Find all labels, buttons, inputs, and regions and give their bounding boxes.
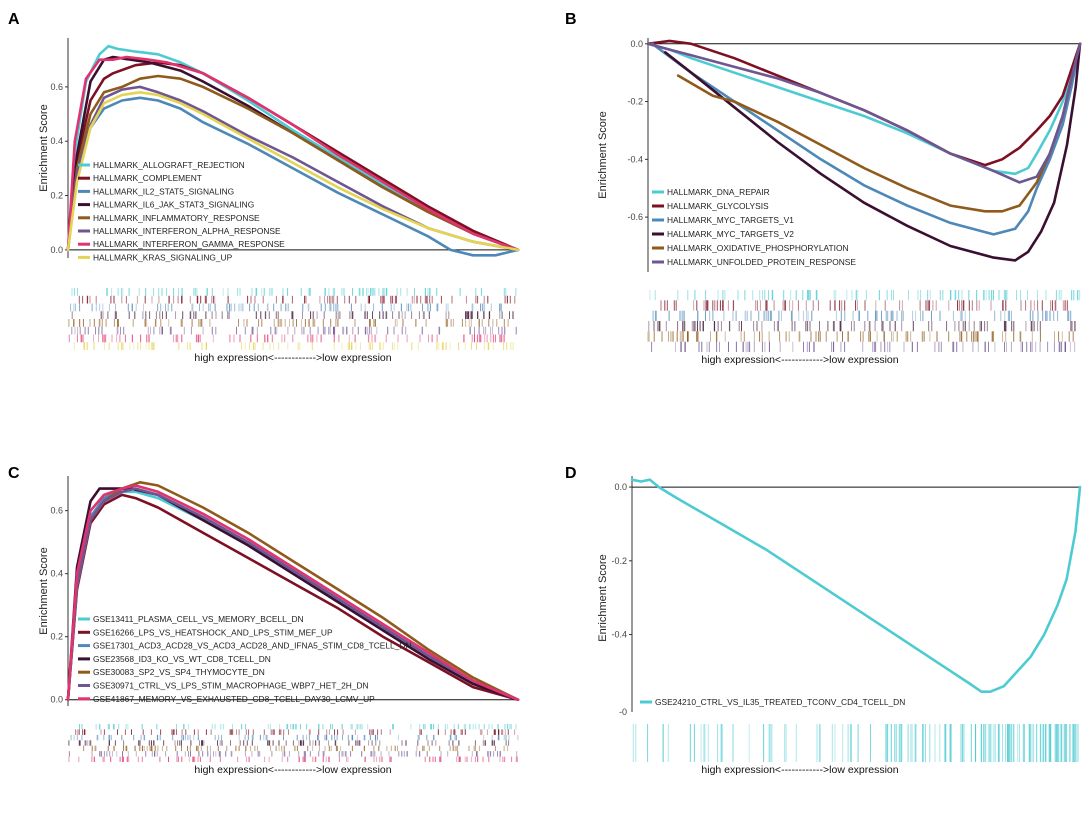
y-tick-label: -0.2 xyxy=(611,556,627,566)
y-tick-label: 0.6 xyxy=(50,506,63,516)
x-axis-label: high expression<------------>low express… xyxy=(701,354,898,366)
y-tick-label-extra: -0 xyxy=(619,707,627,717)
series-line-8 xyxy=(66,91,520,252)
legend-entry: GSE17301_ACD3_ACD28_VS_ACD3_ACD28_AND_IF… xyxy=(93,641,411,651)
panel-b: B 0.0 -0.2 -0.4 -0.6 Enrichment Score HALLMAR… xyxy=(565,11,1082,366)
x-axis-label: high expression<------------>low express… xyxy=(701,764,898,776)
y-tick-label: 0.0 xyxy=(50,245,63,255)
legend-entry: HALLMARK_INTERFERON_ALPHA_RESPONSE xyxy=(93,226,281,236)
legend-entry: GSE41867_MEMORY_VS_EXHAUSTED_CD8_TCELL_D… xyxy=(93,694,375,704)
series-line-4 xyxy=(664,42,1082,262)
legend-entry: GSE13411_PLASMA_CELL_VS_MEMORY_BCELL_DN xyxy=(93,614,304,624)
legend-entry: HALLMARK_GLYCOLYSIS xyxy=(667,201,769,211)
y-tick-label: 0.6 xyxy=(50,82,63,92)
y-tick-label: 0.4 xyxy=(50,136,63,146)
panel-label-b: B xyxy=(565,11,577,28)
y-axis-label: Enrichment Score xyxy=(597,111,609,198)
legend-entry: HALLMARK_KRAS_SIGNALING_UP xyxy=(93,252,233,262)
legend-entry: HALLMARK_OXIDATIVE_PHOSPHORYLATION xyxy=(667,243,849,253)
legend-entry: HALLMARK_COMPLEMENT xyxy=(93,173,202,183)
legend-entry: GSE23568_ID3_KO_VS_WT_CD8_TCELL_DN xyxy=(93,654,271,664)
legend-entry: HALLMARK_MYC_TARGETS_V1 xyxy=(667,215,794,225)
legend-entry: HALLMARK_INTERFERON_GAMMA_RESPONSE xyxy=(93,239,285,249)
series-line-6 xyxy=(66,487,520,701)
legend-entry: GSE24210_CTRL_VS_IL35_TREATED_TCONV_CD4_… xyxy=(655,697,905,707)
y-tick-label: -0.4 xyxy=(611,630,627,640)
panel-a: A 0.0 0.2 0.4 0.6 Enrichment Score HALLMARK_A… xyxy=(8,11,520,364)
y-axis-label: Enrichment Score xyxy=(38,104,50,191)
y-tick-label: 0.0 xyxy=(50,695,63,705)
y-tick-label: 0.2 xyxy=(50,632,63,642)
y-tick-label: -0.6 xyxy=(627,212,643,222)
legend-entry: HALLMARK_IL2_STAT5_SIGNALING xyxy=(93,186,234,196)
x-axis-label: high expression<------------>low express… xyxy=(194,764,391,776)
y-axis-label: Enrichment Score xyxy=(38,547,50,634)
series-line-2 xyxy=(646,39,1082,167)
y-tick-label: 0.4 xyxy=(50,569,63,579)
legend-entry: HALLMARK_IL6_JAK_STAT3_SIGNALING xyxy=(93,200,254,210)
legend-entry: HALLMARK_UNFOLDED_PROTEIN_RESPONSE xyxy=(667,257,856,267)
y-tick-label: 0.0 xyxy=(614,482,627,492)
series-line-7 xyxy=(66,484,520,701)
panel-c: C 0.0 0.2 0.4 0.6 Enrichment Score GSE13411_P… xyxy=(8,465,520,776)
series-line-2 xyxy=(66,493,520,701)
panel-label-d: D xyxy=(565,465,577,482)
legend-entry: GSE30971_CTRL_VS_LPS_STIM_MACROPHAGE_WBP… xyxy=(93,681,369,691)
legend-entry: HALLMARK_DNA_REPAIR xyxy=(667,187,770,197)
y-tick-label: -0.2 xyxy=(627,97,643,107)
y-tick-label: -0.4 xyxy=(627,154,643,164)
series-line-6 xyxy=(646,42,1082,184)
panel-label-a: A xyxy=(8,11,20,28)
legend-entry: GSE30083_SP2_VS_SP4_THYMOCYTE_DN xyxy=(93,667,265,677)
series-line-5 xyxy=(66,74,520,252)
legend-entry: HALLMARK_ALLOGRAFT_REJECTION xyxy=(93,160,245,170)
series-line-3 xyxy=(651,42,1082,236)
panel-d: D 0.0 -0.2 -0.4 -0 Enrichment Score GSE24210_… xyxy=(565,465,1082,776)
legend-entry: HALLMARK_MYC_TARGETS_V2 xyxy=(667,229,794,239)
series-line-7 xyxy=(66,55,520,252)
legend-entry: HALLMARK_INFLAMMATORY_RESPONSE xyxy=(93,213,260,223)
panel-label-c: C xyxy=(8,465,20,482)
y-axis-label: Enrichment Score xyxy=(597,554,609,641)
y-tick-label: 0.0 xyxy=(630,39,643,49)
series-line-1 xyxy=(630,478,1082,693)
x-axis-label: high expression<------------>low express… xyxy=(194,352,391,364)
series-line-4 xyxy=(66,487,520,701)
y-tick-label: 0.2 xyxy=(50,191,63,201)
legend-entry: GSE16266_LPS_VS_HEATSHOCK_AND_LPS_STIM_M… xyxy=(93,627,333,637)
series-line-3 xyxy=(66,96,520,257)
